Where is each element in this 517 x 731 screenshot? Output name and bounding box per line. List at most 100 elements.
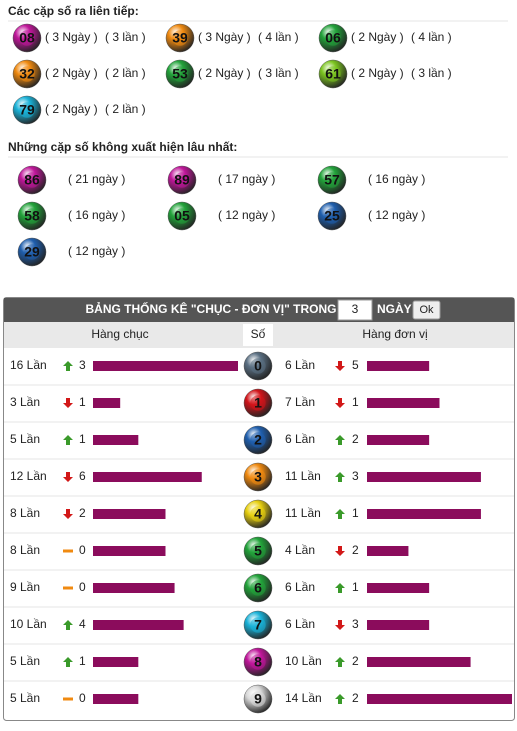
ball-center xyxy=(174,172,190,188)
change: 2 xyxy=(79,506,86,520)
ok-button-label[interactable]: Ok xyxy=(419,304,434,316)
change: 0 xyxy=(79,543,86,557)
bar xyxy=(93,583,175,593)
change: 3 xyxy=(79,358,86,372)
bar xyxy=(93,361,238,371)
ball-center xyxy=(24,208,40,224)
bar xyxy=(93,435,139,445)
days-input-value[interactable]: 3 xyxy=(352,302,359,316)
trend-down xyxy=(63,509,73,519)
change: 0 xyxy=(79,580,86,594)
change: 1 xyxy=(79,395,86,409)
ball-number: 25 xyxy=(324,208,340,224)
ball-center xyxy=(250,654,266,670)
change: 3 xyxy=(352,617,359,631)
ball-number: 0 xyxy=(254,358,262,374)
count: 8 Lần xyxy=(10,506,40,520)
change: 1 xyxy=(352,580,359,594)
bar xyxy=(93,694,139,704)
ball-center xyxy=(19,30,35,46)
count: 4 Lần xyxy=(285,543,315,557)
bar xyxy=(367,583,430,593)
ball-center xyxy=(325,66,341,82)
count: 8 Lần xyxy=(10,543,40,557)
bar xyxy=(367,546,409,556)
ball-number: 4 xyxy=(254,506,262,522)
ball-number: 6 xyxy=(254,580,262,596)
ball-number: 2 xyxy=(254,432,262,448)
bar xyxy=(93,509,166,519)
change: 1 xyxy=(79,654,86,668)
trend-up xyxy=(63,435,73,445)
ball-number: 8 xyxy=(254,654,262,670)
days: ( 3 Ngày ) xyxy=(198,30,251,44)
bar xyxy=(367,361,430,371)
trend-up xyxy=(335,694,345,704)
ball-number: 05 xyxy=(174,208,190,224)
ball-number: 08 xyxy=(19,30,35,46)
ball-center xyxy=(325,30,341,46)
trend-down xyxy=(335,361,345,371)
ball-number: 61 xyxy=(325,66,341,82)
col-header: Hàng đơn vị xyxy=(362,327,427,341)
bar xyxy=(367,509,481,519)
times: ( 2 lần ) xyxy=(105,102,146,116)
bar xyxy=(93,657,139,667)
ball-number: 86 xyxy=(24,172,40,188)
change: 2 xyxy=(352,543,359,557)
days: ( 2 Ngày ) xyxy=(351,30,404,44)
count: 7 Lần xyxy=(285,395,315,409)
times: ( 4 lần ) xyxy=(258,30,299,44)
ball-center xyxy=(250,543,266,559)
days: ( 3 Ngày ) xyxy=(45,30,98,44)
change: 0 xyxy=(79,691,86,705)
days: ( 12 ngày ) xyxy=(68,244,125,258)
times: ( 3 lần ) xyxy=(411,66,452,80)
ball-number: 53 xyxy=(172,66,188,82)
ball-center xyxy=(250,395,266,411)
days: ( 16 ngày ) xyxy=(368,172,425,186)
days: ( 17 ngày ) xyxy=(218,172,275,186)
change: 6 xyxy=(79,469,86,483)
ball-center xyxy=(172,66,188,82)
days: ( 2 Ngày ) xyxy=(198,66,251,80)
trend-flat xyxy=(63,697,73,701)
ball-center xyxy=(324,172,340,188)
count: 3 Lần xyxy=(10,395,40,409)
days: ( 16 ngày ) xyxy=(68,208,125,222)
ok-button[interactable] xyxy=(412,300,441,320)
ball-center xyxy=(250,432,266,448)
header-title: BẢNG THỐNG KÊ "CHỤC - ĐƠN VỊ" TRONG xyxy=(86,301,337,316)
trend-down xyxy=(335,620,345,630)
bar xyxy=(93,472,202,482)
days: ( 2 Ngày ) xyxy=(45,102,98,116)
count: 5 Lần xyxy=(10,654,40,668)
days: ( 2 Ngày ) xyxy=(351,66,404,80)
days: ( 2 Ngày ) xyxy=(45,66,98,80)
count: 6 Lần xyxy=(285,432,315,446)
bar xyxy=(367,620,430,630)
ball-center xyxy=(250,506,266,522)
trend-up xyxy=(335,509,345,519)
trend-up xyxy=(335,583,345,593)
trend-down xyxy=(63,472,73,482)
trend-up xyxy=(63,620,73,630)
trend-down xyxy=(335,398,345,408)
bar xyxy=(367,657,471,667)
ball-center xyxy=(172,30,188,46)
trend-flat xyxy=(63,549,73,553)
bar xyxy=(367,398,440,408)
ball-center xyxy=(24,172,40,188)
ball-center xyxy=(174,208,190,224)
count: 6 Lần xyxy=(285,580,315,594)
count: 12 Lần xyxy=(10,469,47,483)
trend-flat xyxy=(63,586,73,590)
days: ( 12 ngày ) xyxy=(218,208,275,222)
trend-up xyxy=(63,361,73,371)
count: 16 Lần xyxy=(10,358,47,372)
days: ( 12 ngày ) xyxy=(368,208,425,222)
times: ( 3 lần ) xyxy=(258,66,299,80)
bar xyxy=(93,398,121,408)
days-input[interactable] xyxy=(337,299,373,321)
